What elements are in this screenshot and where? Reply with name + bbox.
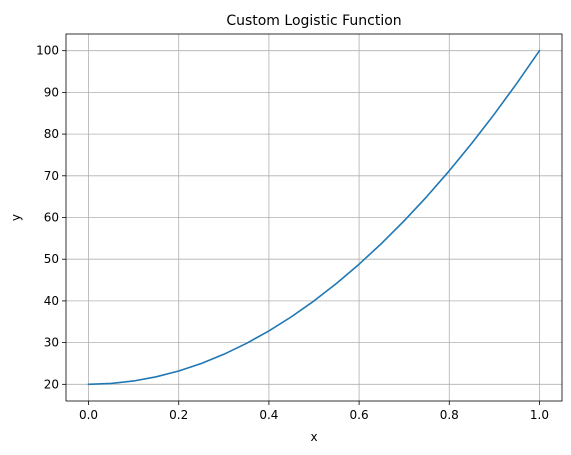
series-layer [87, 49, 541, 386]
y-tick-label: 90 [44, 85, 59, 99]
x-tick-label: 1.0 [530, 408, 549, 422]
y-tick-label: 70 [44, 169, 59, 183]
y-tick-label: 50 [44, 252, 59, 266]
x-tick-label: 0.0 [79, 408, 98, 422]
y-tick-label: 30 [44, 336, 59, 350]
y-tick-label: 100 [36, 44, 59, 58]
ticks-layer: 0.0 0.2 0.4 0.6 0.8 1.0 20 30 40 50 60 70 80 90 100 [36, 44, 549, 422]
x-tick-label: 0.8 [440, 408, 459, 422]
x-tick-label: 0.4 [259, 408, 278, 422]
x-tick-label: 0.2 [169, 408, 188, 422]
y-tick-label: 60 [44, 211, 59, 225]
x-axis-label: x [310, 430, 317, 444]
series-line [87, 49, 541, 386]
y-tick-label: 80 [44, 127, 59, 141]
chart-title: Custom Logistic Function [226, 13, 401, 29]
x-tick-label: 0.6 [350, 408, 369, 422]
y-axis-label: y [9, 214, 23, 221]
y-tick-label: 20 [44, 377, 59, 391]
y-tick-label: 40 [44, 294, 59, 308]
